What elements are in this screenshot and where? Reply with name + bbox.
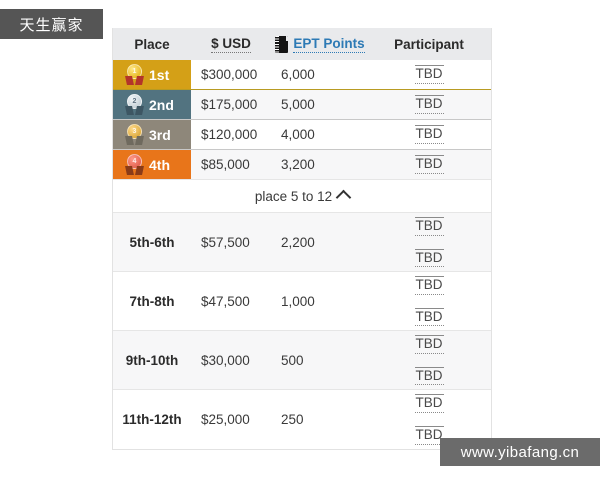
participant-cell: TBD TBD bbox=[367, 272, 491, 330]
watermark-top-left-text: 天生赢家 bbox=[19, 16, 84, 34]
medal-ribbon-right bbox=[135, 106, 144, 115]
place-label: 2nd bbox=[149, 96, 174, 113]
participant-tbd[interactable]: TBD bbox=[414, 65, 444, 84]
place-badge-1st: 1 1st bbox=[113, 60, 191, 89]
participant-tbd[interactable]: TBD bbox=[414, 248, 444, 268]
ept-points-link[interactable]: EPT Points bbox=[293, 35, 365, 53]
column-header-participant: Participant bbox=[394, 36, 464, 52]
place-label: 4th bbox=[149, 156, 170, 173]
participant-tbd[interactable]: TBD bbox=[414, 394, 444, 413]
usd-value: $85,000 bbox=[201, 157, 250, 172]
red-medal-icon: 4 bbox=[125, 154, 144, 175]
points-value: 4,000 bbox=[281, 127, 315, 142]
points-value: 3,200 bbox=[281, 157, 315, 172]
participant-tbd[interactable]: TBD bbox=[414, 366, 444, 386]
table-row: 2 2nd $175,000 5,000 TBD bbox=[113, 90, 491, 120]
ept-badge-icon bbox=[275, 35, 289, 53]
silver-medal-icon: 2 bbox=[125, 94, 144, 115]
bronze-medal-icon: 3 bbox=[125, 124, 144, 145]
collapse-toggle-row[interactable]: place 5 to 12 bbox=[113, 180, 491, 213]
watermark-bottom-right: www.yibafang.cn bbox=[440, 438, 600, 466]
column-header-place: Place bbox=[134, 36, 170, 52]
participant-cell: TBD bbox=[367, 60, 491, 89]
medal-disc: 4 bbox=[127, 154, 142, 169]
table-row: 9th-10th $30,000 500 TBD TBD bbox=[113, 331, 491, 390]
place-badge-3rd: 3 3rd bbox=[113, 120, 191, 149]
usd-value: $47,500 bbox=[201, 293, 250, 309]
gold-medal-icon: 1 bbox=[125, 64, 144, 85]
table-row: 3 3rd $120,000 4,000 TBD bbox=[113, 120, 491, 150]
table-row: 4 4th $85,000 3,200 TBD bbox=[113, 150, 491, 180]
points-value: 2,200 bbox=[281, 234, 315, 250]
usd-value: $30,000 bbox=[201, 352, 250, 368]
table-row: 5th-6th $57,500 2,200 TBD TBD bbox=[113, 213, 491, 272]
participant-cell: TBD bbox=[367, 150, 491, 179]
table-header-row: Place $ USD EPT Points Participant bbox=[113, 28, 491, 60]
participant-cell: TBD TBD bbox=[367, 213, 491, 271]
participant-tbd[interactable]: TBD bbox=[414, 275, 444, 295]
place-label: 3rd bbox=[149, 126, 171, 143]
collapse-toggle-label: place 5 to 12 bbox=[254, 188, 333, 204]
points-value: 1,000 bbox=[281, 293, 315, 309]
medal-ribbon-right bbox=[135, 136, 144, 145]
participant-cell: TBD bbox=[367, 120, 491, 149]
table-row: 1 1st $300,000 6,000 TBD bbox=[113, 60, 491, 90]
place-range-label: 7th-8th bbox=[129, 293, 175, 309]
watermark-bottom-right-text: www.yibafang.cn bbox=[460, 443, 580, 461]
points-value: 250 bbox=[281, 412, 304, 427]
usd-value: $120,000 bbox=[201, 127, 258, 142]
points-value: 5,000 bbox=[281, 97, 315, 112]
column-header-usd-label: $ USD bbox=[211, 35, 251, 53]
prize-payout-table: Place $ USD EPT Points Participant 1 1st… bbox=[112, 28, 492, 450]
participant-tbd[interactable]: TBD bbox=[414, 95, 444, 114]
participant-cell: TBD TBD bbox=[367, 331, 491, 389]
participant-tbd[interactable]: TBD bbox=[414, 334, 444, 354]
participant-tbd[interactable]: TBD bbox=[414, 426, 444, 445]
place-label: 1st bbox=[149, 66, 170, 83]
usd-value: $300,000 bbox=[201, 67, 258, 82]
medal-disc: 3 bbox=[127, 124, 142, 139]
place-range-label: 9th-10th bbox=[125, 352, 179, 368]
points-value: 6,000 bbox=[281, 67, 315, 82]
place-badge-4th: 4 4th bbox=[113, 150, 191, 179]
participant-cell: TBD TBD bbox=[367, 390, 491, 449]
usd-value: $175,000 bbox=[201, 97, 258, 112]
watermark-top-left: 天生赢家 bbox=[0, 9, 103, 39]
participant-tbd[interactable]: TBD bbox=[414, 155, 444, 174]
chevron-up-icon bbox=[335, 189, 352, 206]
medal-disc: 2 bbox=[127, 94, 142, 109]
participant-tbd[interactable]: TBD bbox=[414, 307, 444, 327]
points-value: 500 bbox=[281, 352, 304, 368]
place-badge-2nd: 2 2nd bbox=[113, 90, 191, 119]
usd-value: $25,000 bbox=[201, 412, 250, 427]
place-range-label: 11th-12th bbox=[122, 412, 182, 427]
table-row: 7th-8th $47,500 1,000 TBD TBD bbox=[113, 272, 491, 331]
participant-cell: TBD bbox=[367, 90, 491, 119]
medal-ribbon-right bbox=[135, 166, 144, 175]
table-row: 11th-12th $25,000 250 TBD TBD bbox=[113, 390, 491, 449]
usd-value: $57,500 bbox=[201, 234, 250, 250]
column-header-ept-points[interactable]: EPT Points bbox=[271, 28, 367, 60]
place-range-label: 5th-6th bbox=[129, 234, 175, 250]
participant-tbd[interactable]: TBD bbox=[414, 216, 444, 236]
participant-tbd[interactable]: TBD bbox=[414, 125, 444, 144]
column-header-usd: $ USD bbox=[191, 28, 271, 60]
medal-disc: 1 bbox=[127, 64, 142, 79]
medal-ribbon-right bbox=[135, 76, 144, 85]
